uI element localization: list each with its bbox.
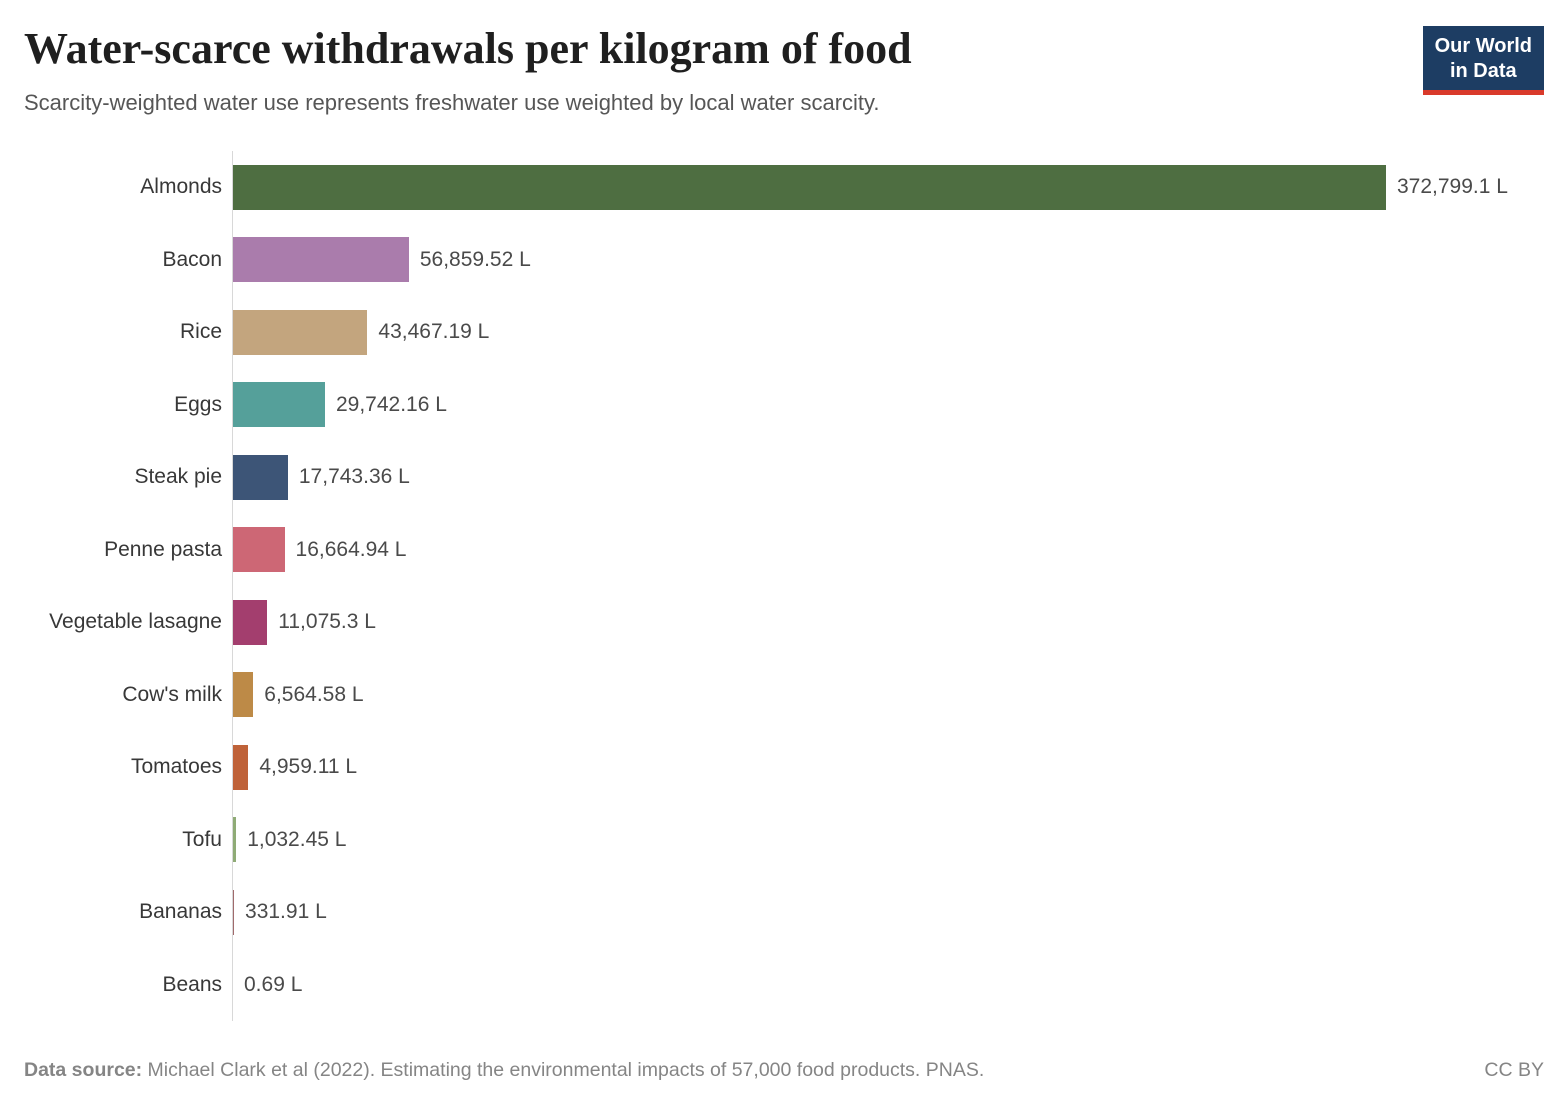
value-label: 6,564.58 L [264,682,364,706]
bar [233,527,285,573]
plot-area: 17,743.36 L [232,441,1544,514]
chart-row: Beans 0.69 L [0,948,1544,1022]
bar-chart-rows: Almonds 372,799.1 L Bacon 56,859.52 L Rice 43… [0,151,1544,1022]
owid-logo-line2: in Data [1449,60,1517,82]
category-label: Beans [162,972,222,996]
data-source-label: Data source: [24,1059,143,1081]
category-label: Steak pie [134,465,222,489]
plot-area: 29,742.16 L [232,368,1544,442]
plot-area: 4,959.11 L [232,731,1544,804]
value-label: 4,959.11 L [259,755,358,779]
value-label: 11,075.3 L [278,610,376,634]
value-label: 17,743.36 L [298,465,410,489]
bar [233,889,235,935]
data-source: Data source: Michael Clark et al (2022).… [24,1059,984,1082]
bar [233,817,237,863]
chart-footer: Data source: Michael Clark et al (2022).… [0,1059,1568,1104]
chart-title: Water-scarce withdrawals per kilogram of… [24,24,912,73]
chart-row: Steak pie 17,743.36 L [0,441,1544,514]
category-label: Vegetable lasagne [49,610,222,634]
category-label: Penne pasta [104,537,222,561]
value-label: 0.69 L [244,972,303,996]
chart-row: Cow's milk 6,564.58 L [0,658,1544,732]
data-source-text: Michael Clark et al (2022). Estimating t… [142,1059,985,1081]
plot-area: 1,032.45 L [232,803,1544,877]
chart-row: Eggs 29,742.16 L [0,368,1544,442]
license-badge: CC BY [1484,1059,1544,1081]
owid-logo-line1: Our World [1434,35,1532,57]
plot-area: 43,467.19 L [232,296,1544,369]
value-label: 56,859.52 L [419,247,531,271]
value-label: 372,799.1 L [1397,175,1508,199]
chart-row: Tomatoes 4,959.11 L [0,731,1544,804]
value-label: 1,032.45 L [247,827,347,851]
bar [233,744,249,790]
category-label: Bacon [162,247,222,271]
chart-row: Penne pasta 16,664.94 L [0,513,1544,587]
value-label: 16,664.94 L [295,537,407,561]
bar [233,382,325,428]
chart-row: Almonds 372,799.1 L [0,151,1544,224]
value-label: 331.91 L [245,900,327,924]
chart-row: Vegetable lasagne 11,075.3 L [0,586,1544,659]
header-text: Water-scarce withdrawals per kilogram of… [24,24,912,117]
plot-area: 56,859.52 L [232,223,1544,297]
plot-area: 372,799.1 L [232,151,1544,224]
plot-area: 331.91 L [232,876,1544,949]
chart-row: Rice 43,467.19 L [0,296,1544,369]
bar [233,599,268,645]
chart-header: Water-scarce withdrawals per kilogram of… [0,0,1568,117]
plot-area: 6,564.58 L [232,658,1544,732]
chart-row: Tofu 1,032.45 L [0,803,1544,877]
plot-area: 11,075.3 L [232,586,1544,659]
bar-chart: Almonds 372,799.1 L Bacon 56,859.52 L Rice 43… [0,151,1568,1022]
plot-area: 0.69 L [232,948,1544,1022]
category-label: Almonds [140,175,222,199]
category-label: Rice [179,320,222,344]
bar [233,672,254,718]
owid-logo: Our World in Data [1422,26,1544,95]
category-label: Bananas [139,900,222,924]
bar [233,164,1386,210]
category-label: Tomatoes [130,755,222,779]
plot-area: 16,664.94 L [232,513,1544,587]
value-label: 29,742.16 L [335,392,447,416]
value-label: 43,467.19 L [378,320,490,344]
category-label: Cow's milk [122,682,222,706]
category-label: Tofu [182,827,222,851]
bar [233,237,409,283]
bar [233,454,288,500]
bar [233,309,368,355]
chart-row: Bananas 331.91 L [0,876,1544,949]
chart-subtitle: Scarcity-weighted water use represents f… [24,89,880,115]
category-label: Eggs [174,392,222,416]
chart-row: Bacon 56,859.52 L [0,223,1544,297]
